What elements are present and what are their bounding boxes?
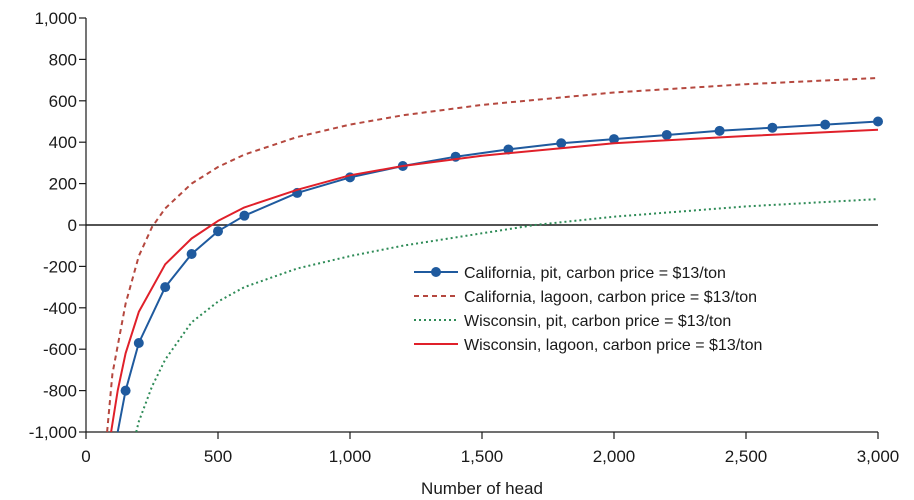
series-layer [106, 77, 883, 433]
data-point [714, 125, 725, 136]
plot-area: -1,000 -800 -600 -400 -200 0 200 400 600 800 1,000… [29, 9, 899, 466]
legend-item: California, pit, carbon price = $13/ton [414, 265, 726, 282]
data-point [661, 129, 672, 140]
x-tick-label: 0 [81, 447, 90, 466]
data-point [186, 248, 197, 259]
data-point [120, 385, 131, 396]
x-tick-label: 1,500 [461, 447, 504, 466]
data-point [767, 122, 778, 133]
data-point [873, 116, 883, 127]
y-tick-label: 200 [49, 175, 77, 194]
x-axis-title: Number of head [421, 479, 543, 498]
data-point [503, 144, 514, 155]
legend-item: Wisconsin, pit, carbon price = $13/ton [414, 313, 731, 330]
legend-item: California, lagoon, carbon price = $13/t… [414, 289, 757, 306]
legend-item: Wisconsin, lagoon, carbon price = $13/to… [414, 337, 762, 354]
legend-label: California, lagoon, carbon price = $13/t… [464, 289, 757, 306]
series-2 [106, 77, 879, 433]
y-tick-label: 800 [49, 50, 77, 69]
series-4 [110, 128, 879, 433]
y-tick-label: -800 [43, 382, 77, 401]
x-tick-label: 1,000 [329, 447, 372, 466]
y-tick-label: -400 [43, 299, 77, 318]
y-ticks: -1,000 -800 -600 -400 -200 0 200 400 600 800 1,000 [29, 9, 86, 442]
y-tick-label: 600 [49, 92, 77, 111]
x-tick-label: 2,500 [725, 447, 768, 466]
y-tick-label: 0 [68, 216, 77, 235]
data-point [133, 337, 144, 348]
data-point [160, 282, 171, 293]
data-point [820, 119, 831, 130]
x-tick-label: 2,000 [593, 447, 636, 466]
y-tick-label: 400 [49, 133, 77, 152]
y-tick-label: -1,000 [29, 423, 77, 442]
y-tick-label: -200 [43, 257, 77, 276]
data-point [213, 226, 223, 237]
legend: California, pit, carbon price = $13/ton C… [414, 265, 762, 354]
y-tick-label: 1,000 [34, 9, 77, 28]
legend-label: California, pit, carbon price = $13/ton [464, 265, 726, 282]
data-point [609, 134, 619, 145]
data-point [556, 138, 567, 149]
data-point [239, 210, 250, 221]
legend-marker [431, 267, 441, 277]
x-tick-label: 3,000 [857, 447, 900, 466]
legend-label: Wisconsin, pit, carbon price = $13/ton [464, 313, 731, 330]
series-line [106, 77, 879, 433]
y-tick-label: -600 [43, 340, 77, 359]
series-line [110, 128, 879, 433]
x-ticks: 0 500 1,000 1,500 2,000 2,500 3,000 [81, 432, 899, 466]
legend-label: Wisconsin, lagoon, carbon price = $13/to… [464, 337, 762, 354]
x-tick-label: 500 [204, 447, 232, 466]
